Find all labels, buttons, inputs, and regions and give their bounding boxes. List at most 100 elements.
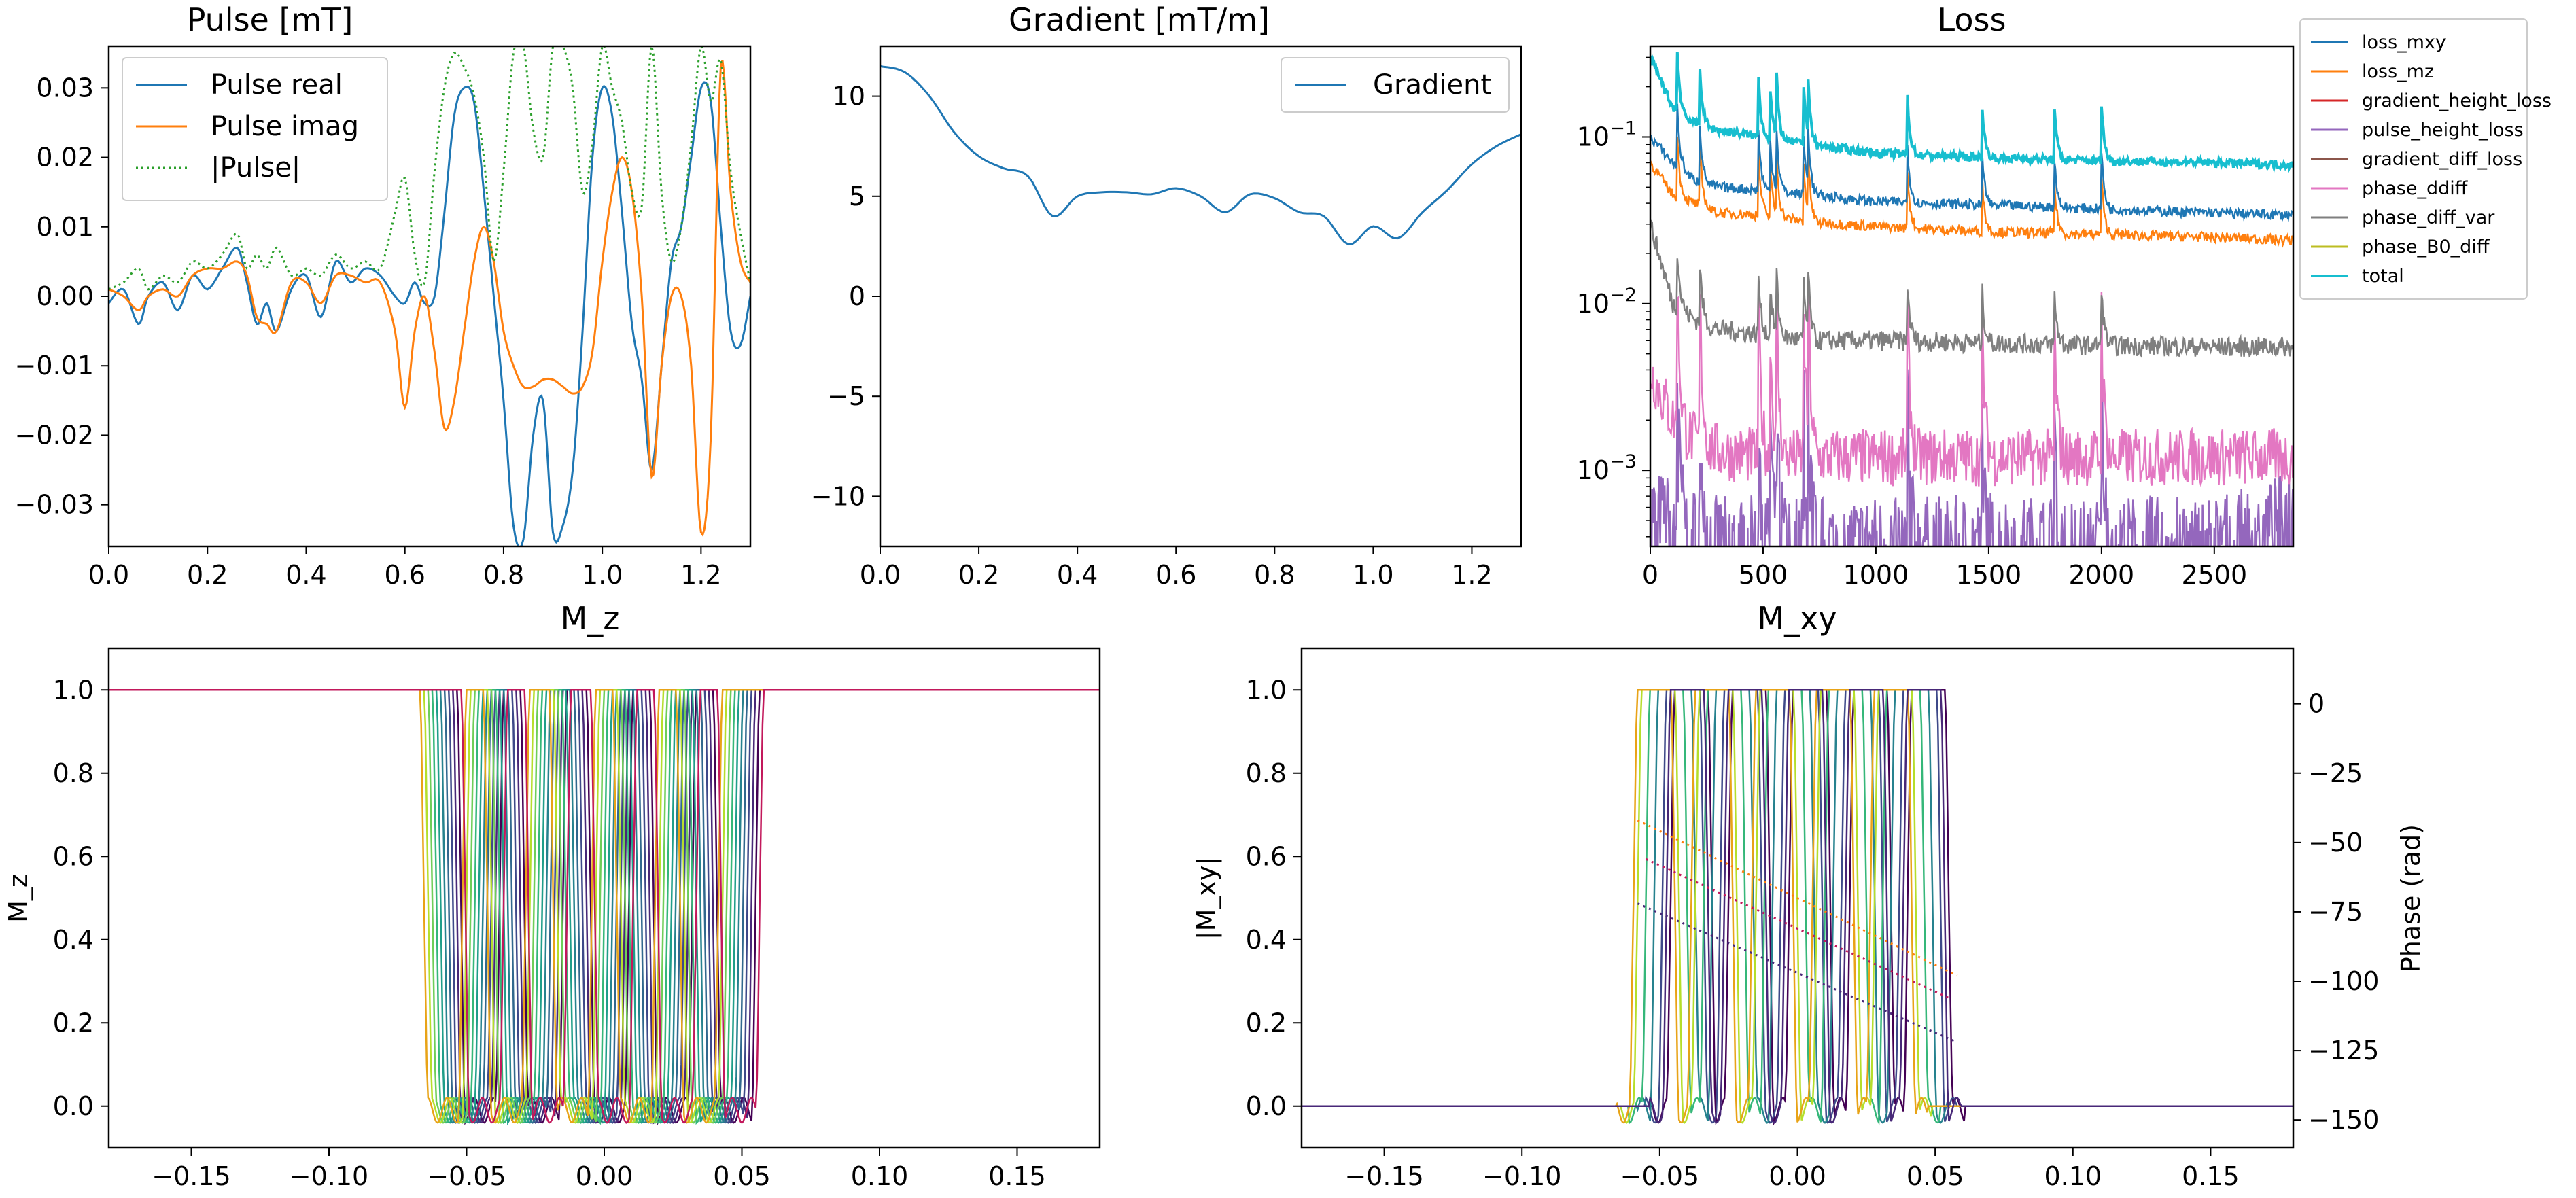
mz-ytick-label: 0.6 <box>53 841 94 871</box>
pulse-imag-line <box>109 59 750 538</box>
mxy-ytick-label: 0.8 <box>1246 758 1287 788</box>
mxy-ytick-label: 0.4 <box>1246 925 1287 955</box>
loss-line-loss-mxy <box>1650 103 2293 222</box>
pulse-ytick-label: −0.02 <box>15 420 94 450</box>
pulse-xtick-label: 0.6 <box>384 560 425 590</box>
mxy-phase-ytick-label: −75 <box>2308 897 2363 927</box>
legend-label-total: total <box>2362 266 2404 287</box>
mxy-profile-line <box>1302 689 2293 1124</box>
mz-profile-line <box>109 689 1100 1124</box>
legend-label-phase-ddiff: phase_ddiff <box>2362 178 2469 199</box>
loss-line-loss-mz <box>1650 136 2293 248</box>
mz-ytick-label: 0.8 <box>53 758 94 788</box>
gradient-line <box>880 65 1521 246</box>
loss-line-phase-ddiff <box>1650 277 2293 487</box>
legend-label-pulse-height-loss: pulse_height_loss <box>2362 120 2524 141</box>
loss-ytick-exponent: −2 <box>1609 285 1637 306</box>
gradient-xtick-label: 0.6 <box>1155 560 1196 590</box>
gradient-xtick-label: 0.2 <box>958 560 999 590</box>
pulse-ytick-label: 0.01 <box>36 212 94 242</box>
pulse-ytick-label: 0.03 <box>36 73 94 103</box>
legend-label-pulse-real: Pulse real <box>211 69 343 101</box>
mxy-phase-ytick-label: −25 <box>2308 758 2363 788</box>
mz-xtick-label: 0.00 <box>576 1161 633 1191</box>
pulse-xtick-label: 1.0 <box>582 560 623 590</box>
gradient-ytick-label: 10 <box>833 82 865 111</box>
mz-xtick-label: 0.15 <box>988 1161 1046 1191</box>
mz-ytick-label: 0.4 <box>53 925 94 955</box>
pulse-xtick-label: 0.2 <box>187 560 228 590</box>
mz-xtick-label: 0.10 <box>851 1161 909 1191</box>
mz-title: M_z <box>561 600 620 637</box>
legend-label-gradient-diff-loss: gradient_diff_loss <box>2362 149 2522 170</box>
mxy-phase-line <box>1637 819 1958 977</box>
mz-ylabel: M_z <box>3 874 33 923</box>
legend-label-gradient: Gradient <box>1373 69 1491 101</box>
gradient-title: Gradient [mT/m] <box>1009 1 1270 38</box>
gradient-xtick-label: 1.0 <box>1353 560 1393 590</box>
mxy-panel: M_xy −0.15 −0.10 −0.05 0.0 0 0.05 0.10 0.15 1.0 0… <box>1191 600 2426 1191</box>
mz-xtick-label: −0.10 <box>290 1161 368 1191</box>
mxy-phase-ytick-label: −125 <box>2308 1036 2379 1065</box>
legend-label-loss-mz: loss_mz <box>2362 61 2434 82</box>
mxy-ylabel: |M_xy| <box>1191 857 1222 940</box>
loss-xtick-label: 1500 <box>1956 560 2022 590</box>
mxy-xtick-label: −0.15 <box>1344 1161 1423 1191</box>
pulse-xtick-label: 1.2 <box>680 560 721 590</box>
loss-ytick-exponent: −3 <box>1609 451 1637 472</box>
mz-xtick-label: 0.05 <box>713 1161 771 1191</box>
mxy-xtick-label: −0.10 <box>1482 1161 1561 1191</box>
mxy-phase-ytick-label: 0 <box>2308 689 2325 719</box>
pulse-ytick-label: 0.00 <box>36 281 94 311</box>
gradient-xtick-label: 0.4 <box>1057 560 1098 590</box>
loss-ytick-exponent: −1 <box>1609 118 1637 139</box>
mz-ytick-label: 0.2 <box>53 1008 94 1038</box>
pulse-xtick-label: 0.4 <box>285 560 326 590</box>
legend-label-gradient-height-loss: gradient_height_loss <box>2362 90 2552 111</box>
gradient-panel: Gradient [mT/m] 0.0 0.2 0.4 0.6 0.8 1.0 1.2 10 5… <box>811 1 1522 590</box>
loss-ytick-label: 10 <box>1577 455 1609 485</box>
mxy-ytick-label: 1.0 <box>1246 675 1287 705</box>
legend-label-phase-diff-var: phase_diff_var <box>2362 207 2495 228</box>
mxy-xtick-label: 0.10 <box>2044 1161 2102 1191</box>
mz-panel: M_z −0.15 −0.10 −0.05 0.00 0.05 0.10 0.15 1.0 0.… <box>3 600 1101 1191</box>
loss-xtick-label: 2500 <box>2181 560 2247 590</box>
loss-legend: loss_mxy loss_mz gradient_height_losspulse… <box>2299 18 2552 300</box>
loss-xtick-label: 500 <box>1739 560 1788 590</box>
mxy-ytick-label: 0.0 <box>1246 1091 1287 1121</box>
mz-xtick-label: −0.05 <box>427 1161 506 1191</box>
gradient-ytick-label: 0 <box>849 281 865 311</box>
legend-label-pulse-imag: Pulse imag <box>211 111 359 142</box>
mxy-phase-ytick-label: −150 <box>2308 1105 2379 1135</box>
mxy-phase-line <box>1645 858 1950 999</box>
gradient-ytick-label: 5 <box>849 181 865 211</box>
gradient-xtick-label: 0.8 <box>1254 560 1295 590</box>
pulse-ytick-label: 0.02 <box>36 143 94 173</box>
mxy-ytick-label: 0.2 <box>1246 1008 1287 1038</box>
mxy-profile-line <box>1302 689 2293 1124</box>
gradient-axes-frame <box>879 45 1522 548</box>
pulse-xtick-label: 0.0 <box>88 560 129 590</box>
loss-xtick-label: 1000 <box>1843 560 1909 590</box>
pulse-panel: Pulse [mT] 0.0 0.2 0.4 0.6 0.8 1.0 1.2 0.03 0.02… <box>15 1 752 590</box>
mxy-phase-ytick-label: −100 <box>2308 966 2379 996</box>
mz-xtick-label: −0.15 <box>152 1161 230 1191</box>
mxy-xtick-label: 0.15 <box>2182 1161 2240 1191</box>
gradient-xtick-label: 1.2 <box>1451 560 1492 590</box>
legend-label-loss-mxy: loss_mxy <box>2362 32 2446 53</box>
mxy-xtick-label: 0.05 <box>1907 1161 1964 1191</box>
mz-ytick-label: 0.0 <box>53 1091 94 1121</box>
gradient-legend: Gradient <box>1281 57 1510 113</box>
pulse-ytick-label: −0.03 <box>15 490 94 520</box>
mxy-title: M_xy <box>1757 600 1837 637</box>
loss-xtick-label: 2000 <box>2069 560 2135 590</box>
mxy-xtick-label: −0.05 <box>1620 1161 1699 1191</box>
mxy-ytick-label: 0.6 <box>1246 841 1287 871</box>
gradient-ytick-label: −5 <box>827 381 865 411</box>
loss-axes-frame <box>1649 45 2295 548</box>
mz-ytick-label: 1.0 <box>53 675 94 705</box>
loss-line-phase-diff-var <box>1650 219 2293 359</box>
pulse-legend: Pulse real Pulse imag |Pulse| <box>122 57 388 201</box>
loss-xtick-label: 0 <box>1642 560 1658 590</box>
